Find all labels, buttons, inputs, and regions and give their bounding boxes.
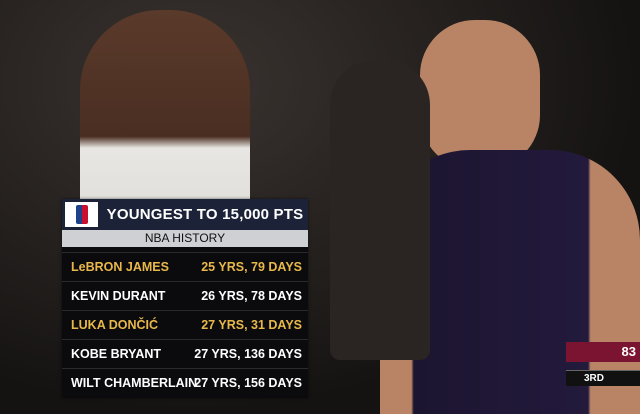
- table-row: WILT CHAMBERLAIN 27 YRS, 156 DAYS: [62, 368, 308, 397]
- clock-bar: 3RD: [566, 370, 640, 386]
- player-right-head: [420, 20, 540, 170]
- player-name: LeBRON JAMES: [71, 260, 169, 274]
- nba-logo: [65, 202, 98, 227]
- team-score: 83: [621, 344, 636, 359]
- player-age: 27 YRS, 136 DAYS: [194, 347, 302, 361]
- graphic-header: YOUNGEST TO 15,000 PTS: [62, 199, 308, 230]
- table-row: LeBRON JAMES 25 YRS, 79 DAYS: [62, 252, 308, 281]
- player-name: KEVIN DURANT: [71, 289, 166, 303]
- player-name: LUKA DONČIĆ: [71, 318, 159, 332]
- period: 3RD: [584, 373, 605, 384]
- table-row: KOBE BRYANT 27 YRS, 136 DAYS: [62, 339, 308, 368]
- player-name: KOBE BRYANT: [71, 347, 162, 361]
- player-age: 25 YRS, 79 DAYS: [201, 260, 302, 274]
- player-name: WILT CHAMBERLAIN: [71, 376, 198, 390]
- player-age: 27 YRS, 156 DAYS: [194, 376, 302, 390]
- scorebug: 83 3RD: [566, 342, 640, 386]
- table-row: LUKA DONČIĆ 27 YRS, 31 DAYS: [62, 310, 308, 339]
- table-row: KEVIN DURANT 26 YRS, 78 DAYS: [62, 281, 308, 310]
- graphic-title: YOUNGEST TO 15,000 PTS: [106, 206, 304, 223]
- stat-graphic: YOUNGEST TO 15,000 PTS NBA HISTORY LeBRO…: [62, 199, 308, 398]
- team-bar: 83: [566, 342, 640, 362]
- fan: [330, 60, 430, 360]
- player-age: 26 YRS, 78 DAYS: [201, 289, 302, 303]
- player-age: 27 YRS, 31 DAYS: [201, 318, 302, 332]
- graphic-subtitle: NBA HISTORY: [62, 230, 308, 247]
